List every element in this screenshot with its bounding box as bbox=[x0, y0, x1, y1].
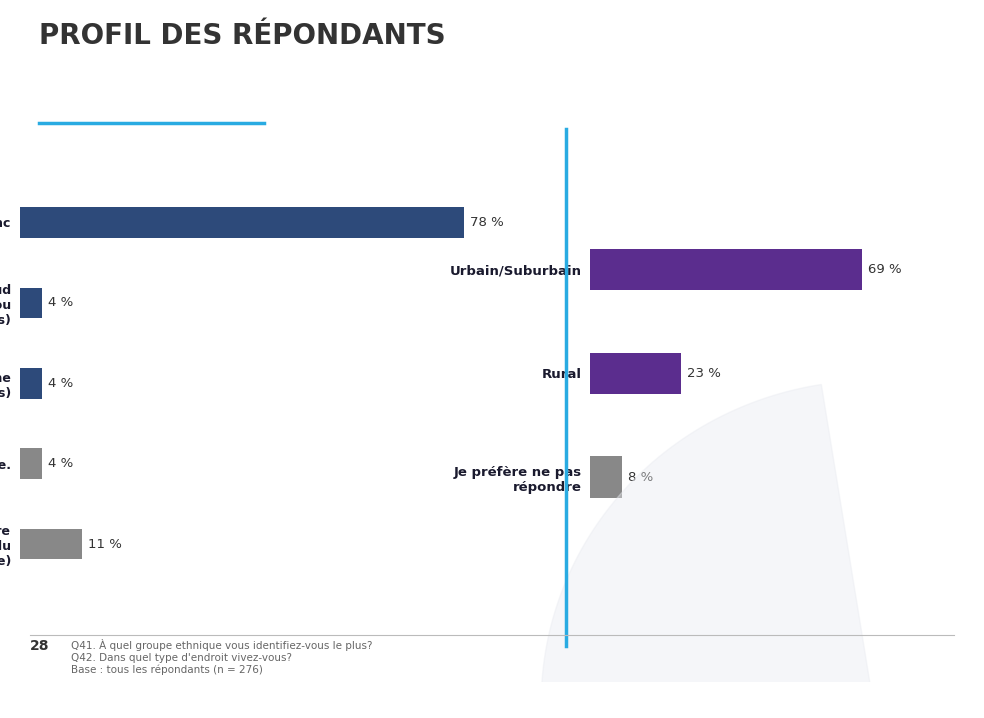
Bar bbox=[590, 249, 862, 290]
Text: 4 %: 4 % bbox=[48, 297, 74, 309]
Bar bbox=[20, 287, 42, 318]
Text: 23 %: 23 % bbox=[687, 367, 720, 380]
Bar bbox=[20, 449, 42, 479]
Text: 69 %: 69 % bbox=[868, 264, 901, 276]
Text: 4 %: 4 % bbox=[48, 457, 74, 470]
Text: Q41. À quel groupe ethnique vous identifiez-vous le plus?
Q42. Dans quel type d': Q41. À quel groupe ethnique vous identif… bbox=[71, 639, 372, 675]
Bar bbox=[590, 457, 622, 498]
Text: PROFIL DES RÉPONDANTS: PROFIL DES RÉPONDANTS bbox=[39, 22, 446, 50]
Text: 8 %: 8 % bbox=[628, 470, 653, 483]
Text: 4 %: 4 % bbox=[48, 377, 74, 390]
Bar bbox=[20, 368, 42, 398]
Bar bbox=[20, 207, 464, 238]
Polygon shape bbox=[541, 385, 984, 718]
Text: 11 %: 11 % bbox=[88, 538, 122, 551]
Bar bbox=[20, 529, 83, 559]
Bar bbox=[590, 353, 681, 394]
Text: 28: 28 bbox=[30, 639, 49, 653]
Text: 78 %: 78 % bbox=[469, 216, 504, 229]
